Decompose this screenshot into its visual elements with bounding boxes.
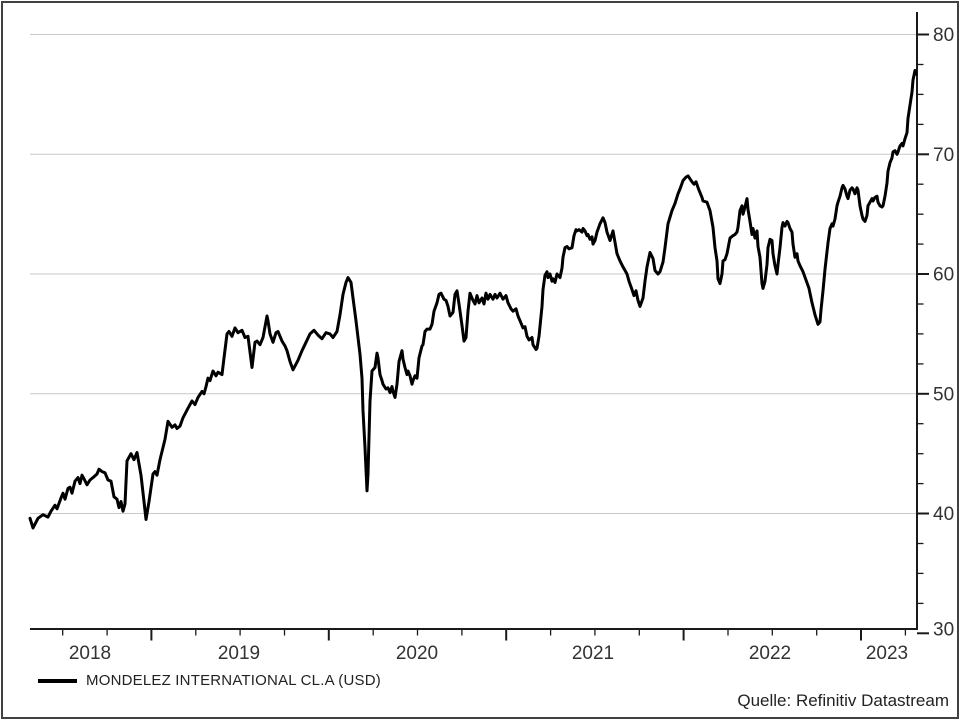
x-tick-label: 2022 — [749, 643, 791, 664]
legend: MONDELEZ INTERNATIONAL CL.A (USD) — [38, 672, 381, 689]
y-tick-label: 30 — [933, 620, 954, 641]
source-attribution: Quelle: Refinitiv Datastream — [737, 691, 949, 710]
y-tick-label: 50 — [933, 384, 954, 405]
legend-line-swatch — [38, 678, 77, 683]
x-tick-label: 2020 — [396, 643, 438, 664]
legend-series-label: MONDELEZ INTERNATIONAL CL.A (USD) — [86, 672, 381, 689]
price-line-series — [28, 69, 918, 530]
y-tick-label: 40 — [933, 504, 954, 525]
y-tick-label: 70 — [933, 145, 954, 166]
x-tick-label: 2023 — [866, 643, 908, 664]
y-tick-label: 80 — [933, 25, 954, 46]
x-tick-label: 2019 — [218, 643, 260, 664]
x-tick-label: 2021 — [572, 643, 614, 664]
y-tick-label: 60 — [933, 265, 954, 286]
x-tick-label: 2018 — [69, 643, 111, 664]
